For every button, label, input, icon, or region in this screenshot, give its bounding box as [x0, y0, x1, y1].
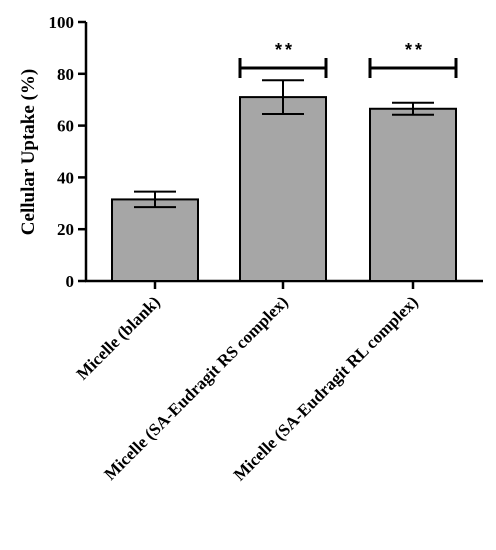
x-tick-label: Micelle (blank): [73, 292, 164, 383]
y-tick-label: 0: [66, 272, 75, 291]
y-axis-ticks: 0 20 40 60 80 100: [49, 13, 86, 291]
significance-label: **: [275, 40, 295, 60]
y-axis-title: Cellular Uptake (%): [18, 69, 39, 235]
y-tick-label: 60: [57, 117, 74, 136]
bar: [369, 107, 457, 282]
bar: [111, 198, 199, 282]
bar: [239, 96, 327, 282]
y-tick-label: 100: [49, 13, 75, 32]
y-tick-label: 40: [57, 168, 74, 187]
y-tick-label: 80: [57, 65, 74, 84]
significance-label: **: [405, 40, 425, 60]
bars: ** **: [111, 40, 458, 282]
x-axis-ticks: Micelle (blank)Micelle (SA-Eudragit RS c…: [73, 281, 422, 484]
y-tick-label: 20: [57, 220, 74, 239]
